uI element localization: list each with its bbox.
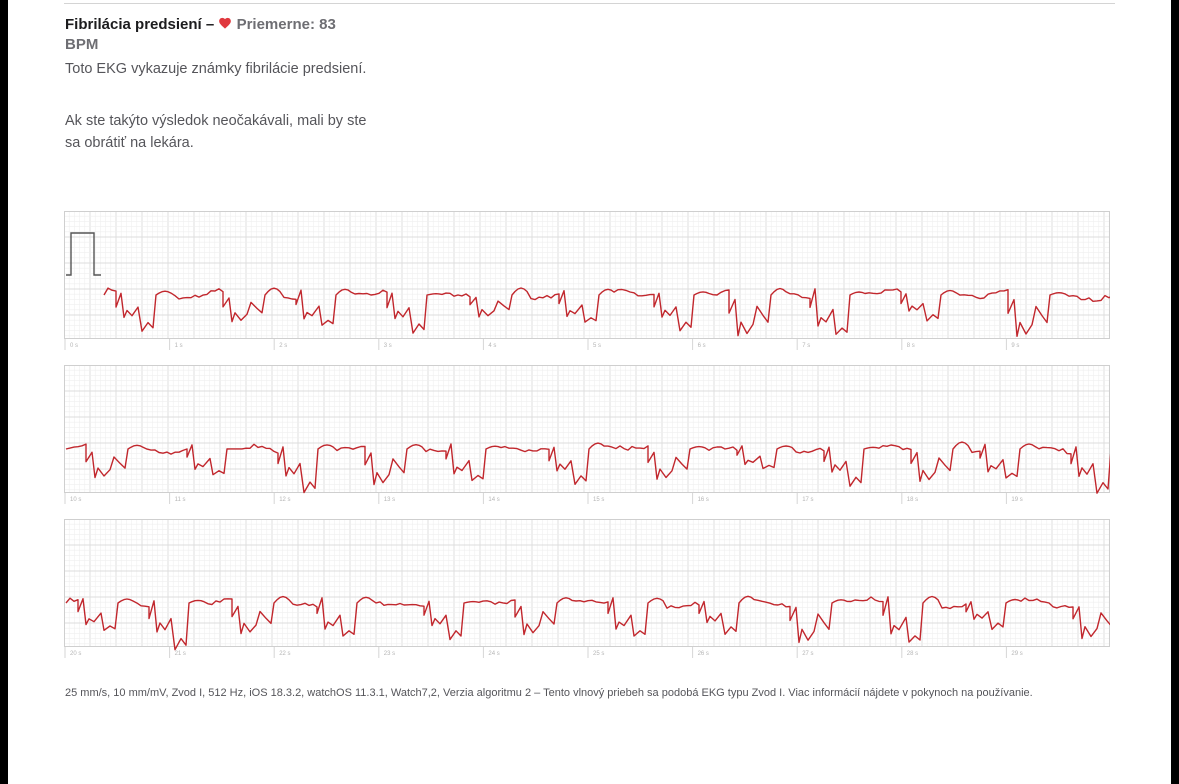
time-tick-label: 10 s [70,497,81,503]
ecg-strip-3: 20 s 21 s 22 s 23 s 24 s 25 s 26 s 27 s 28 s 29 s [64,519,1110,658]
time-tick-label: 12 s [279,497,290,503]
time-tick-label: 20 s [70,651,81,657]
ecg-strip-2: 10 s 11 s 12 s 13 s 14 s 15 s 16 s 17 s 18 s 19 s [64,365,1110,504]
time-tick-label: 2 s [279,343,287,349]
time-tick-label: 6 s [698,343,706,349]
ecg-grid: 0 s 1 s 2 s 3 s 4 s 5 s 6 s 7 s 8 s 9 s [64,211,1110,350]
time-tick-label: 15 s [593,497,604,503]
ecg-trace [65,595,1110,651]
ecg-report-page: Fibrilácia predsiení – Priemerne: 83 BPM… [8,0,1171,784]
time-tick-label: 14 s [488,497,499,503]
time-tick-label: 0 s [70,343,78,349]
ecg-strip-1: 0 s 1 s 2 s 3 s 4 s 5 s 6 s 7 s 8 s 9 s [64,211,1110,350]
time-tick-label: 4 s [488,343,496,349]
time-tick-label: 17 s [802,497,813,503]
doctor-advice: Ak ste takýto výsledok neočakávali, mali… [65,113,367,151]
time-tick-label: 21 s [175,651,186,657]
time-tick-label: 1 s [175,343,183,349]
time-tick-label: 5 s [593,343,601,349]
ecg-grid: 20 s 21 s 22 s 23 s 24 s 25 s 26 s 27 s 28 s 29 s [64,519,1110,658]
time-tick-label: 19 s [1011,497,1022,503]
ecg-trace [103,287,1110,337]
time-tick-label: 13 s [384,497,395,503]
time-tick-label: 26 s [698,651,709,657]
grid-lines [64,365,1110,493]
time-tick-label: 29 s [1011,651,1022,657]
time-tick-label: 28 s [907,651,918,657]
time-tick-label: 3 s [384,343,392,349]
result-description: Toto EKG vykazuje známky fibrilácie pred… [65,61,367,77]
ecg-grid: 10 s 11 s 12 s 13 s 14 s 15 s 16 s 17 s 18 s 19 s [64,365,1110,504]
time-tick-label: 18 s [907,497,918,503]
time-tick-label: 23 s [384,651,395,657]
time-tick-label: 25 s [593,651,604,657]
time-tick-label: 27 s [802,651,813,657]
time-tick-label: 11 s [175,497,186,503]
time-tick-label: 24 s [488,651,499,657]
time-tick-label: 22 s [279,651,290,657]
grid-lines [64,211,1110,339]
result-header: Fibrilácia predsiení – Priemerne: 83 BPM [65,15,365,55]
heart-icon [219,17,232,29]
ecg-trace [65,441,1110,494]
time-tick-label: 7 s [802,343,810,349]
result-title: Fibrilácia predsiení – [65,16,215,33]
time-tick-label: 16 s [698,497,709,503]
divider [64,3,1115,4]
time-tick-label: 8 s [907,343,915,349]
grid-lines [64,519,1110,647]
calibration-pulse [66,232,101,276]
average-bpm: Priemerne: 83 BPM [65,16,336,53]
recording-details: 25 mm/s, 10 mm/mV, Zvod I, 512 Hz, iOS 1… [65,687,1033,699]
time-tick-label: 9 s [1011,343,1019,349]
